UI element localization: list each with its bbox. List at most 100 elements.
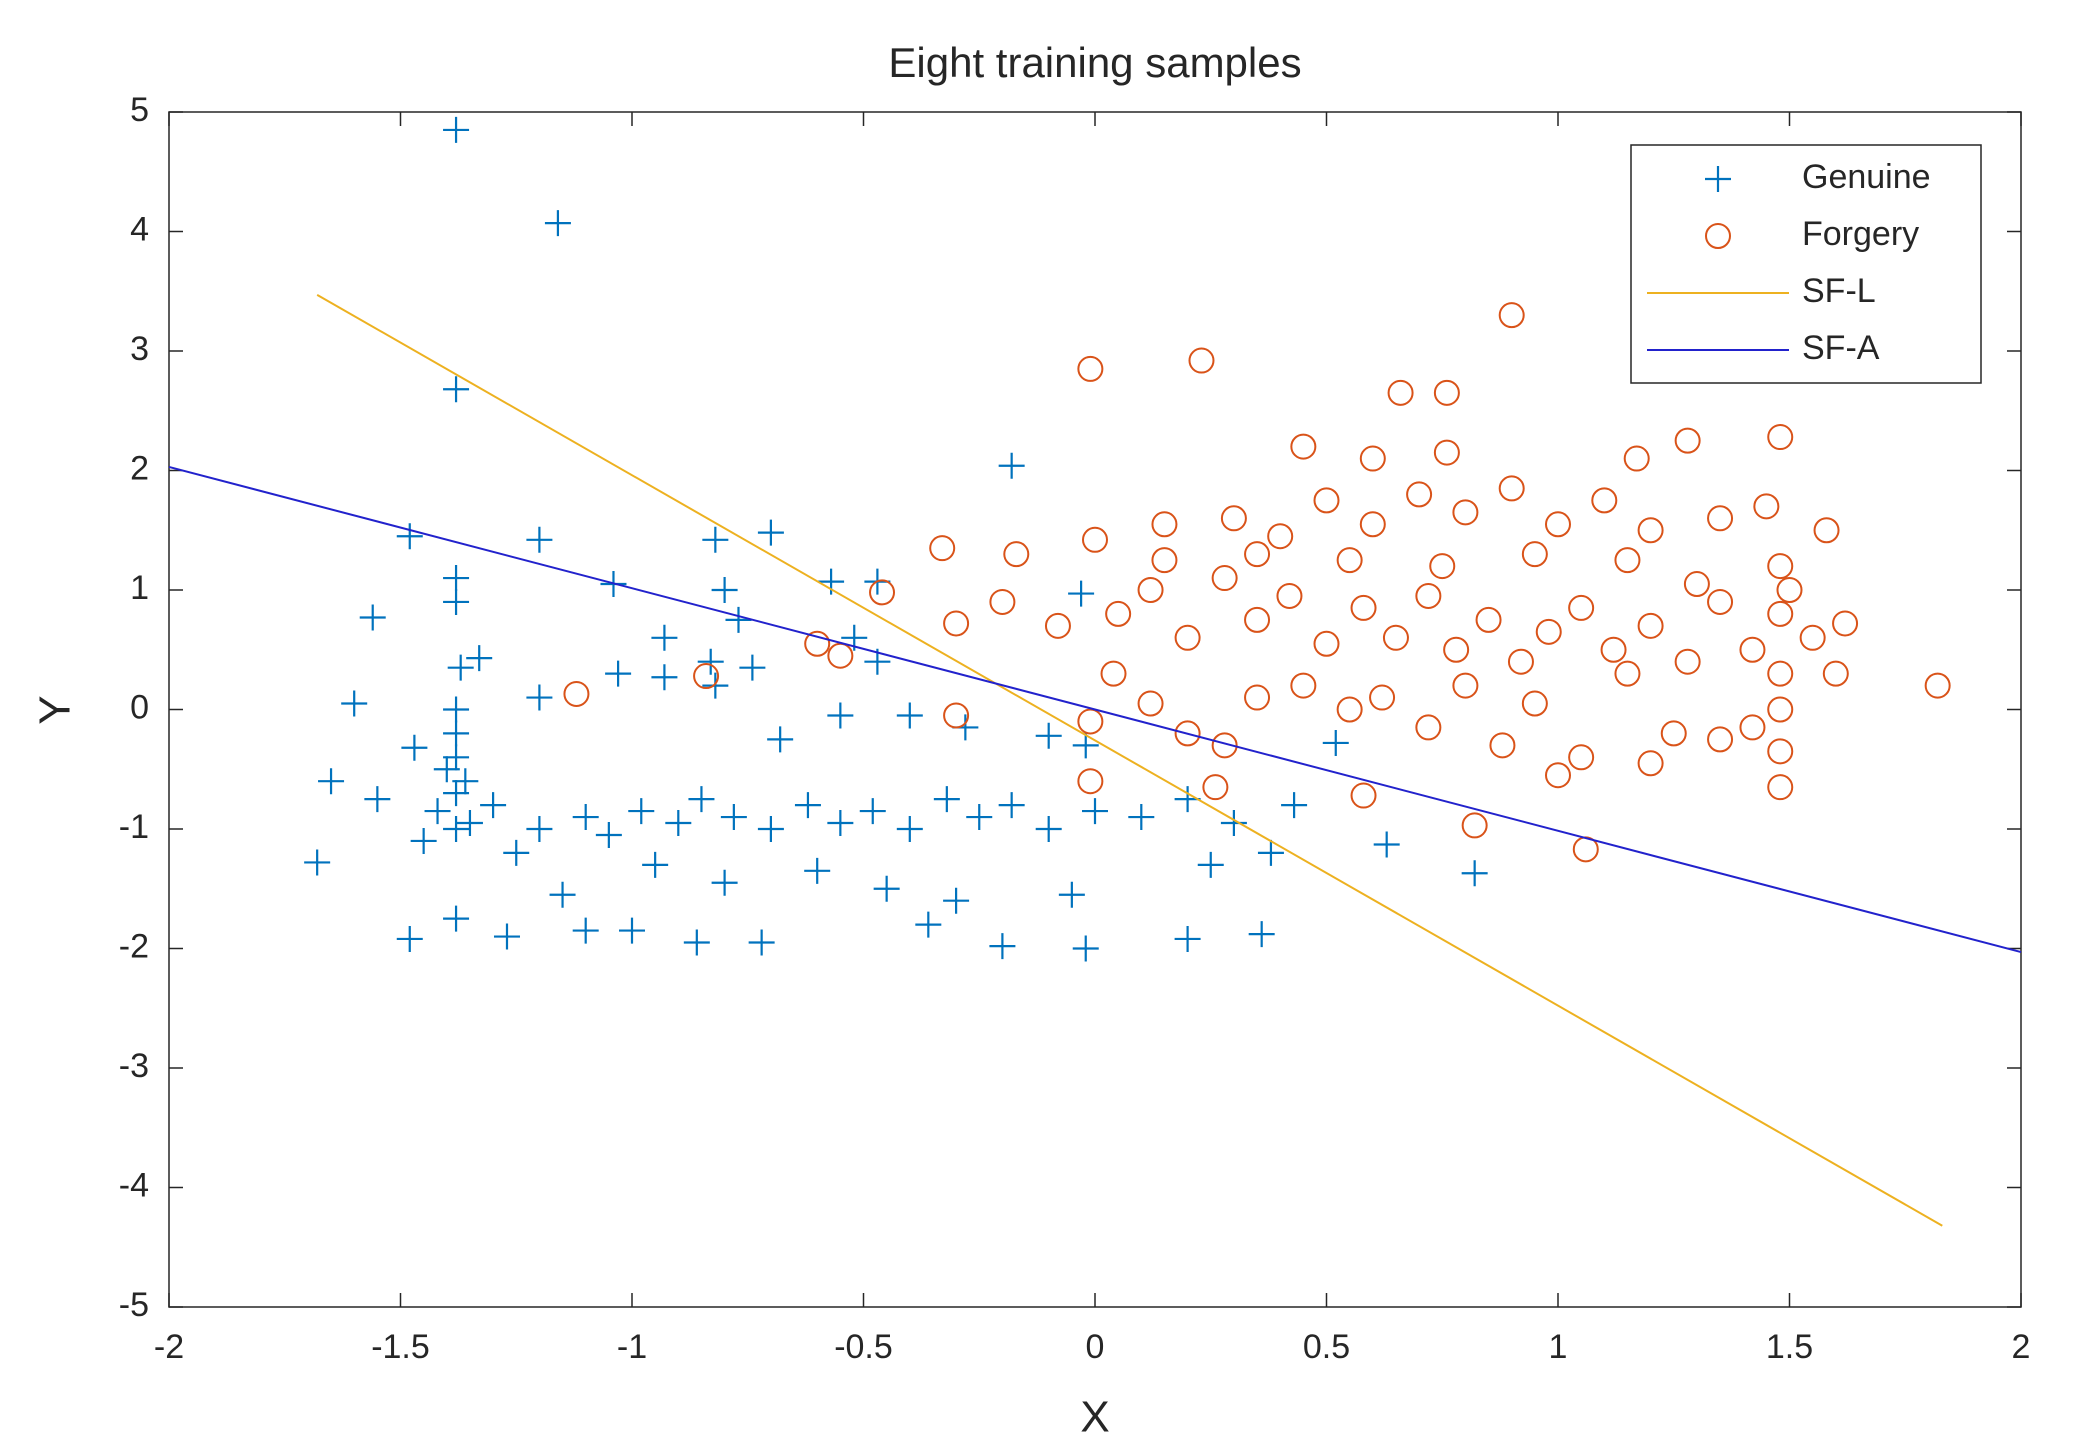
x-tick-label: 0.5 (1303, 1328, 1350, 1366)
point (1105, 600, 1132, 627)
point (1545, 762, 1571, 789)
point (1767, 553, 1794, 580)
point (827, 702, 854, 729)
y-tick-label: -4 (119, 1166, 149, 1204)
point (1281, 792, 1308, 819)
point (1707, 505, 1734, 532)
point (1082, 798, 1108, 825)
point (1137, 690, 1164, 717)
point (443, 744, 470, 771)
point (628, 798, 655, 825)
legend-label: Forgery (1802, 215, 1919, 253)
point (1822, 660, 1849, 687)
point (466, 645, 493, 672)
point (1211, 565, 1238, 592)
x-axis-label: X (1080, 1393, 1109, 1442)
point (1674, 427, 1701, 454)
point (1290, 672, 1317, 699)
point (711, 577, 738, 603)
point (443, 720, 470, 747)
y-tick-label: -5 (119, 1286, 149, 1324)
point (341, 690, 368, 717)
point (1035, 816, 1062, 842)
point (443, 376, 470, 403)
x-tick-label: 1.5 (1766, 1328, 1813, 1366)
point (1521, 690, 1548, 717)
point (401, 734, 428, 761)
point (1373, 831, 1400, 858)
point (1767, 660, 1794, 687)
point (1707, 726, 1734, 753)
y-tick-label: 5 (130, 91, 149, 129)
y-tick-label: -2 (119, 927, 149, 965)
point (572, 917, 599, 944)
point (1924, 672, 1951, 699)
point (1674, 648, 1701, 675)
point (794, 792, 821, 819)
point (1369, 684, 1396, 711)
point (651, 664, 678, 691)
point (1489, 732, 1516, 759)
y-tick-label: 1 (130, 569, 149, 607)
point (725, 606, 752, 633)
point (1350, 782, 1377, 809)
point (1174, 925, 1201, 952)
point (1077, 768, 1104, 795)
point (359, 604, 386, 631)
point (1151, 547, 1178, 574)
point (1174, 720, 1201, 747)
legend-box (1630, 144, 1982, 384)
point (665, 810, 692, 837)
point (1767, 600, 1794, 627)
point (493, 923, 520, 950)
point (1443, 636, 1470, 663)
point (642, 851, 669, 878)
point (1813, 517, 1840, 544)
legend-swatch (1705, 166, 1731, 192)
point (933, 786, 960, 813)
point (1290, 433, 1317, 460)
y-tick-label: 3 (130, 330, 149, 368)
line (168, 465, 2022, 954)
point (605, 660, 632, 687)
point (1267, 523, 1294, 550)
legend-label: SF-A (1802, 329, 1880, 367)
point (1336, 547, 1363, 574)
point (424, 798, 451, 825)
point (1248, 921, 1275, 948)
point (1591, 487, 1618, 514)
point (966, 804, 993, 831)
point (1128, 804, 1155, 831)
point (443, 905, 470, 932)
point (757, 816, 784, 842)
point (943, 702, 970, 729)
point (1452, 499, 1479, 526)
x-tick-label: 2 (2012, 1328, 2031, 1366)
point (1082, 526, 1108, 553)
point (549, 881, 576, 908)
point (827, 810, 854, 837)
point (1313, 487, 1340, 514)
point (544, 210, 571, 237)
point (1767, 738, 1794, 765)
point (1568, 744, 1595, 771)
line (316, 293, 1943, 1227)
point (1623, 445, 1650, 472)
point (410, 827, 437, 854)
point (1257, 839, 1284, 866)
point (1739, 636, 1766, 663)
x-tick-label: -1.5 (371, 1328, 430, 1366)
point (619, 917, 645, 944)
point (443, 116, 470, 143)
point (1739, 714, 1766, 741)
y-tick-label: -3 (119, 1047, 149, 1085)
point (572, 804, 599, 831)
point (1776, 577, 1803, 603)
point (702, 672, 729, 699)
point (748, 929, 775, 956)
point (1498, 475, 1525, 502)
point (1003, 541, 1030, 568)
point (1415, 714, 1442, 741)
x-tick-label: -2 (154, 1328, 184, 1366)
